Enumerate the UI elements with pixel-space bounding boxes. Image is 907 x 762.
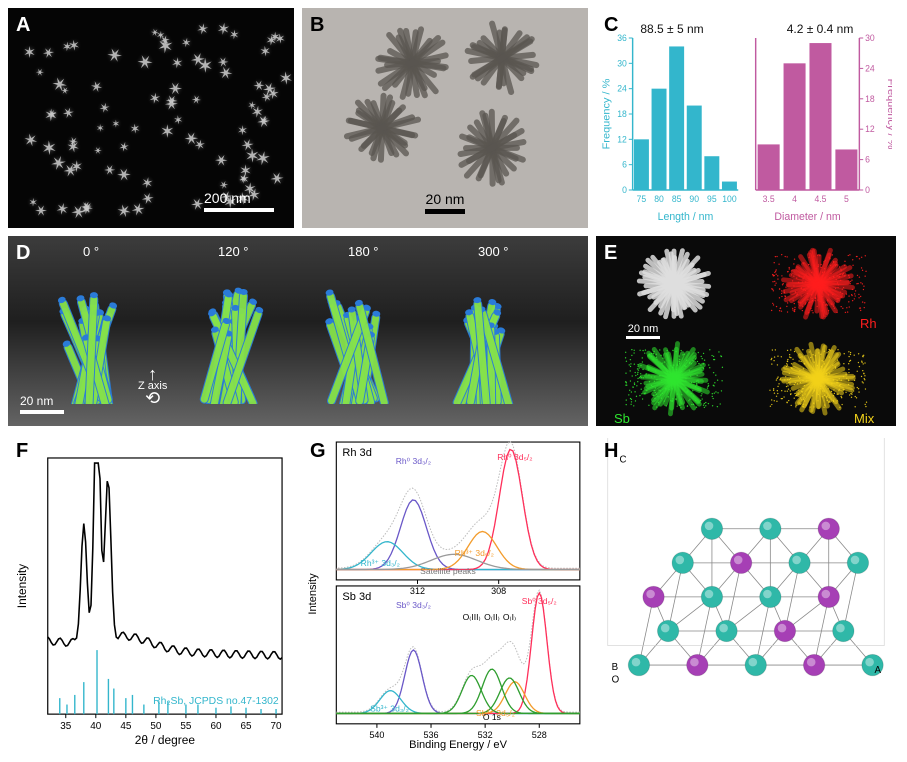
panel-d: D ↑ Z axis ⟲ 20 nm 0 °120 °180 °300 °: [8, 236, 588, 426]
svg-text:75: 75: [637, 194, 647, 204]
svg-text:528: 528: [532, 730, 547, 740]
svg-text:O 1s: O 1s: [483, 712, 501, 722]
svg-text:70: 70: [271, 721, 283, 732]
svg-text:308: 308: [491, 586, 506, 596]
svg-text:65: 65: [240, 721, 252, 732]
svg-text:Length / nm: Length / nm: [658, 211, 714, 223]
svg-text:100: 100: [722, 194, 736, 204]
svg-text:55: 55: [180, 721, 192, 732]
svg-text:50: 50: [150, 721, 162, 732]
svg-text:Sb⁰ 3d₃/₂: Sb⁰ 3d₃/₂: [396, 600, 431, 610]
panel-d-image: ↑ Z axis ⟲ 20 nm 0 °120 °180 °300 °: [8, 236, 588, 426]
svg-text:O₍III₎: O₍III₎: [463, 612, 481, 622]
crystal-structure: A B C O: [600, 438, 892, 750]
svg-text:45: 45: [120, 721, 132, 732]
svg-text:Rh⁰ 3d₃/₂: Rh⁰ 3d₃/₂: [396, 456, 431, 466]
panel-a-label: A: [16, 14, 30, 37]
svg-text:2θ / degree: 2θ / degree: [135, 733, 196, 747]
panel-f: F 35 40 45 50 55 60 65 70 2θ / degree Intensity Rh…: [8, 434, 294, 754]
xrd-plot: 35 40 45 50 55 60 65 70 2θ / degree Intensity Rh₂S…: [12, 438, 290, 750]
svg-text:4: 4: [792, 194, 797, 204]
panel-b-image: 20 nm: [302, 8, 588, 228]
svg-text:Sb 3d: Sb 3d: [342, 591, 371, 603]
panel-e-label: E: [604, 242, 617, 265]
panel-g-label: G: [310, 440, 326, 463]
svg-text:85: 85: [672, 194, 682, 204]
scale-bar-b: 20 nm: [425, 191, 465, 214]
svg-text:4.5: 4.5: [814, 194, 826, 204]
svg-text:C: C: [619, 455, 626, 466]
svg-text:Rh⁰ 3d₅/₂: Rh⁰ 3d₅/₂: [497, 452, 532, 462]
panel-e-image: 20 nm RhSbMix: [596, 236, 896, 426]
svg-text:12: 12: [617, 134, 627, 144]
svg-text:540: 540: [369, 730, 384, 740]
svg-text:60: 60: [210, 721, 222, 732]
panel-c-label: C: [604, 14, 618, 37]
panel-f-label: F: [16, 440, 28, 463]
svg-text:40: 40: [90, 721, 102, 732]
xps-plot: Rh 3d 312 308 Rh⁰ 3d₃/₂ Rh³⁺ 3d₃/₂ Rh⁰ 3d₅/₂ R…: [304, 436, 586, 752]
svg-text:Rh 3d: Rh 3d: [342, 447, 372, 459]
svg-text:O₍II₎: O₍II₎: [484, 612, 500, 622]
svg-text:95: 95: [707, 194, 717, 204]
panel-b-label: B: [310, 14, 324, 37]
hist-diameter: 4.2 ± 0.4 nm 06121824303.544.55Diameter …: [748, 14, 892, 224]
panel-a: A // placeholder — stars generated after…: [8, 8, 294, 228]
panel-c: C 88.5 ± 5 nm 0612182430367580859095100L…: [596, 8, 896, 228]
svg-text:Sb⁰ 3d₅/₂: Sb⁰ 3d₅/₂: [522, 596, 557, 606]
svg-text:Rh³⁺ 3d₃/₂: Rh³⁺ 3d₃/₂: [361, 558, 400, 568]
panel-a-image: // placeholder — stars generated after d…: [8, 8, 294, 228]
svg-text:18: 18: [617, 109, 627, 119]
svg-text:Binding Energy / eV: Binding Energy / eV: [409, 739, 507, 751]
svg-text:24: 24: [617, 84, 627, 94]
panel-d-label: D: [16, 242, 30, 265]
svg-text:6: 6: [622, 160, 627, 170]
svg-text:5: 5: [844, 194, 849, 204]
svg-text:36: 36: [617, 33, 627, 43]
svg-text:90: 90: [689, 194, 699, 204]
svg-text:Frequency / %: Frequency / %: [885, 79, 892, 150]
panel-b: B 20 nm: [302, 8, 588, 228]
svg-text:Frequency / %: Frequency / %: [601, 78, 613, 149]
panel-e: E 20 nm RhSbMix: [596, 236, 896, 426]
scale-bar-a: 200 nm: [204, 190, 274, 212]
svg-text:30: 30: [865, 33, 875, 43]
svg-text:24: 24: [865, 63, 875, 73]
panel-g: G Rh 3d 312 308 Rh⁰ 3d₃/₂ Rh³⁺ 3d₃/₂ Rh⁰ 3d₅/…: [302, 434, 588, 754]
svg-text:80: 80: [654, 194, 664, 204]
svg-text:12: 12: [865, 124, 875, 134]
svg-text:0: 0: [865, 185, 870, 195]
svg-text:30: 30: [617, 58, 627, 68]
hist-length: 88.5 ± 5 nm 0612182430367580859095100Len…: [600, 14, 744, 224]
svg-text:O: O: [612, 675, 620, 686]
svg-text:B: B: [612, 662, 618, 673]
svg-text:O₍I₎: O₍I₎: [503, 612, 516, 622]
svg-text:6: 6: [865, 154, 870, 164]
svg-text:18: 18: [865, 94, 875, 104]
svg-text:Sb³⁺ 3d₃/₂: Sb³⁺ 3d₃/₂: [370, 704, 409, 714]
svg-text:Satellite peaks: Satellite peaks: [420, 566, 476, 576]
panel-h: H A B C O: [596, 434, 896, 754]
svg-text:35: 35: [60, 721, 72, 732]
svg-text:Rh₂Sb, JCPDS no.47-1302: Rh₂Sb, JCPDS no.47-1302: [153, 696, 279, 707]
svg-text:Intensity: Intensity: [307, 573, 319, 615]
svg-text:312: 312: [410, 586, 425, 596]
svg-text:Intensity: Intensity: [15, 564, 29, 608]
svg-text:A: A: [874, 665, 881, 676]
svg-text:3.5: 3.5: [763, 194, 775, 204]
svg-text:Diameter / nm: Diameter / nm: [774, 211, 840, 223]
panel-h-label: H: [604, 440, 618, 463]
svg-text:Rh³⁺ 3d₅/₂: Rh³⁺ 3d₅/₂: [455, 548, 494, 558]
svg-text:0: 0: [622, 185, 627, 195]
